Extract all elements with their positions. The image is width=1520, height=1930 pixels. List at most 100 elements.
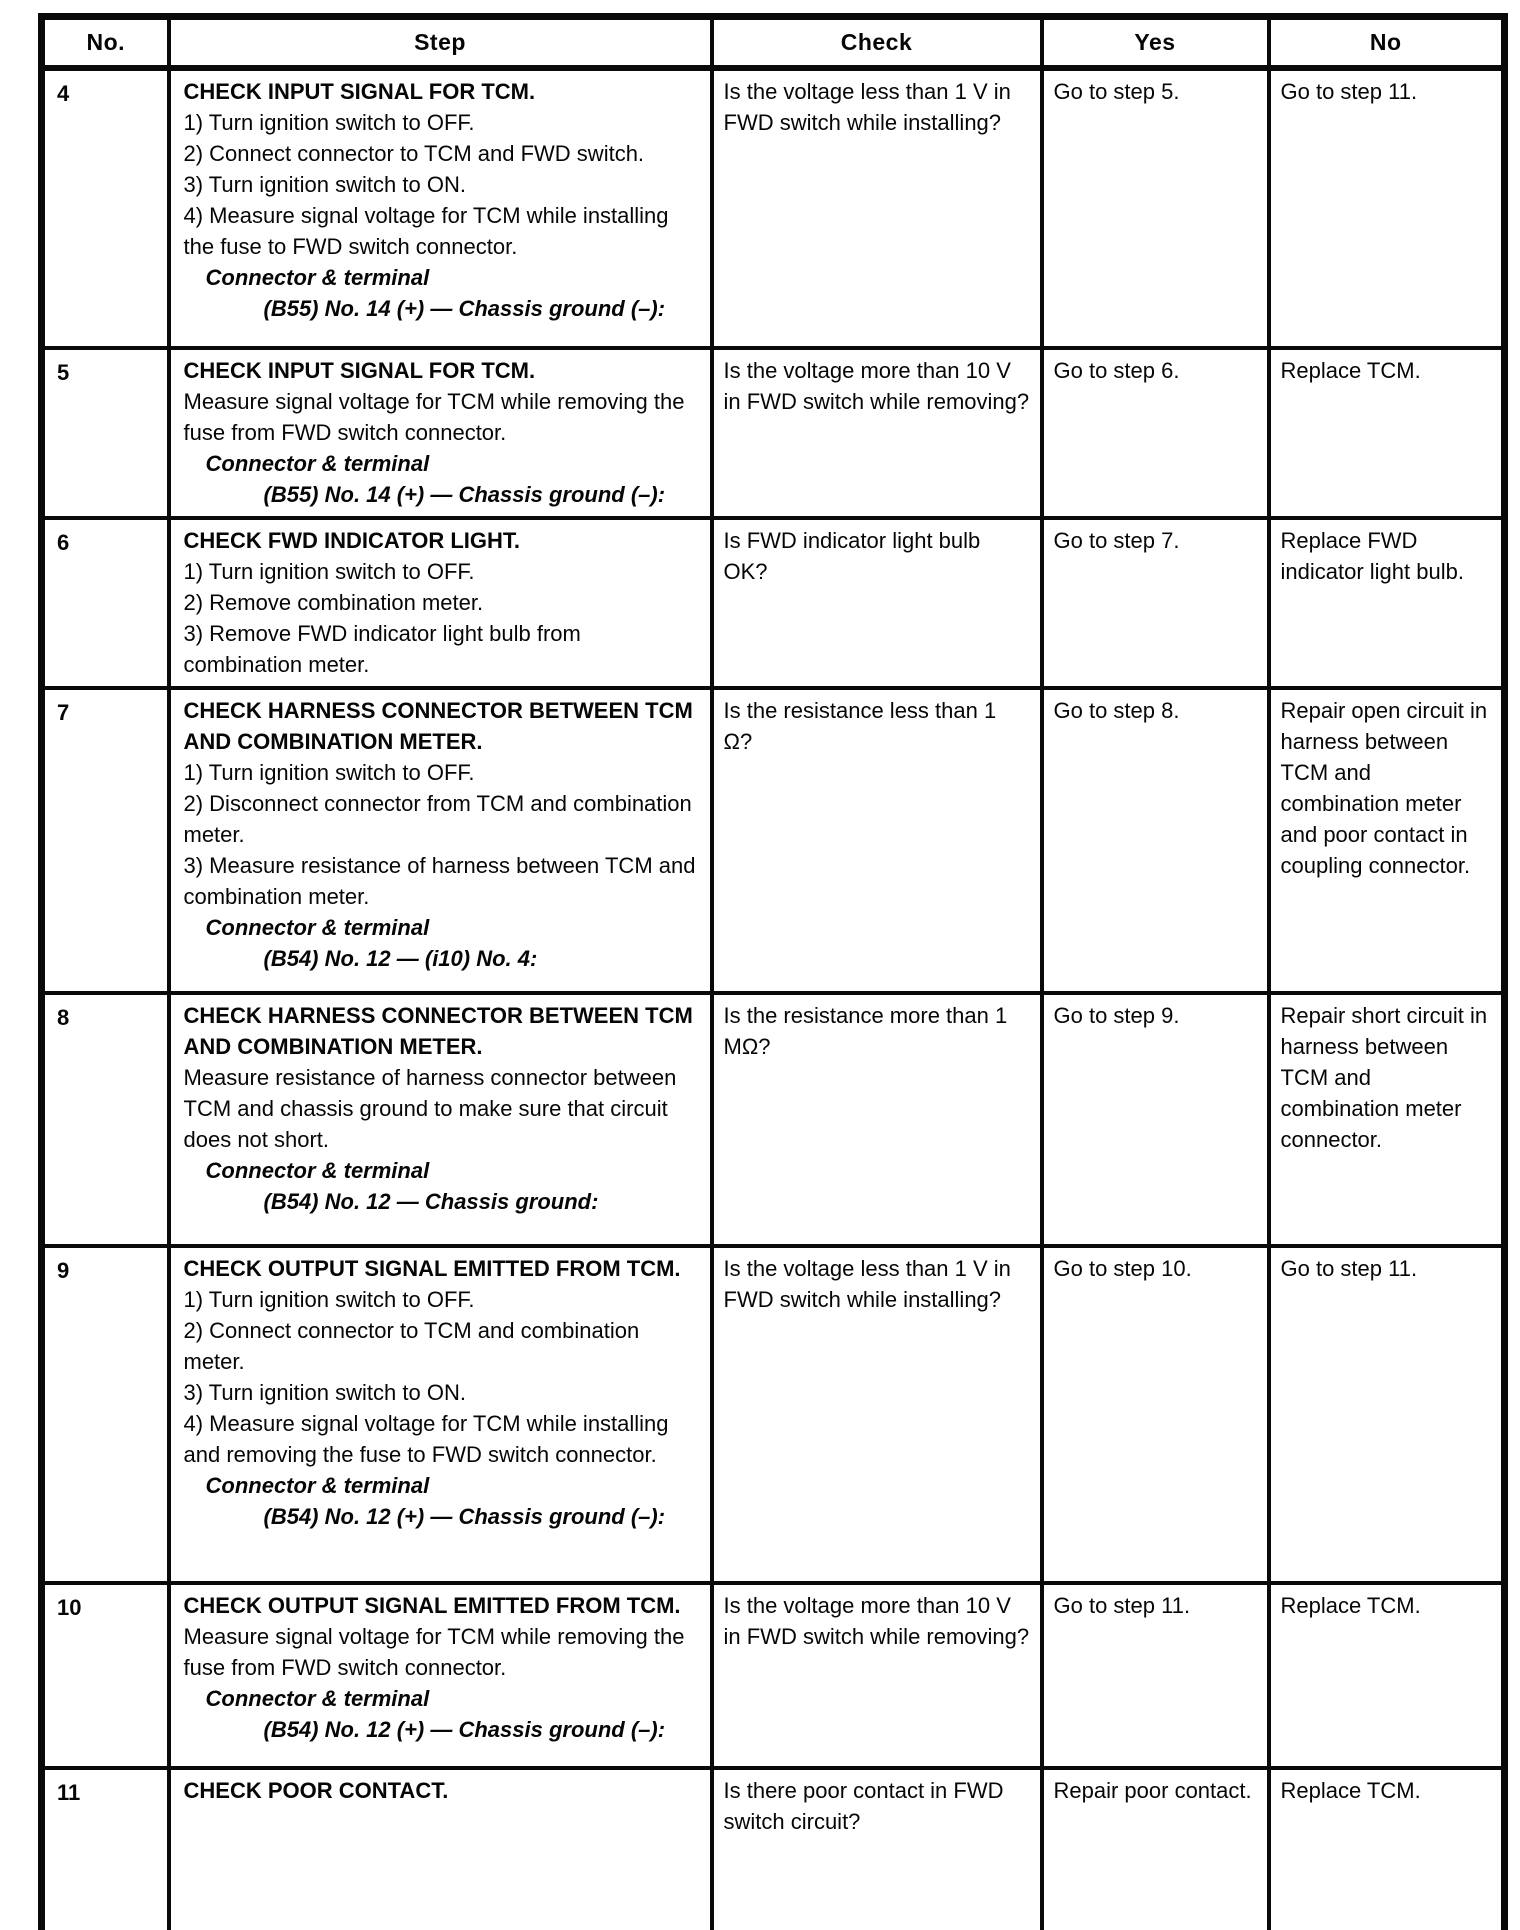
step-body: Measure signal voltage for TCM while rem… [184,386,696,448]
step-body-line: 4) Measure signal voltage for TCM while … [183,203,669,259]
connector-terminal-label: Connector & terminal [205,1158,430,1183]
step-title: CHECK INPUT SIGNAL FOR TCM. [183,358,536,383]
check-cell: Is there poor contact in FWD switch circ… [709,1766,1044,1930]
step-body-line: Measure resistance of harness connector … [183,1065,677,1152]
connector-terminal-label: Connector & terminal [205,915,430,940]
step-body-line: 2) Connect connector to TCM and FWD swit… [183,141,645,166]
check-cell: Is the voltage more than 10 V in FWD swi… [709,346,1044,520]
step-body-line: 3) Turn ignition switch to ON. [183,172,466,197]
step-body-line: 2) Connect connector to TCM and combinat… [183,1318,640,1374]
column-header-step: Step [166,14,714,71]
row-number-cell: 9 [39,1244,171,1585]
row-number-cell: 10 [39,1581,171,1770]
step-body: 1) Turn ignition switch to OFF. 2) Connec… [184,1284,696,1470]
connector-terminal-spec: (B54) No. 12 (+) — Chassis ground (–): [263,1717,666,1742]
connector-block: Connector & terminal (B55) No. 14 (+) — … [184,448,696,510]
yes-cell: Repair poor contact. [1039,1766,1271,1930]
connector-terminal-label: Connector & terminal [205,1473,430,1498]
yes-cell: Go to step 8. [1039,686,1271,995]
check-cell: Is the voltage less than 1 V in FWD swit… [709,66,1044,350]
step-cell: CHECK HARNESS CONNECTOR BETWEEN TCM AND … [166,686,714,995]
table-row: 7 CHECK HARNESS CONNECTOR BETWEEN TCM AN… [39,686,1507,995]
row-number-cell: 6 [39,516,171,690]
step-title: CHECK HARNESS CONNECTOR BETWEEN TCM AND … [183,698,693,754]
diagnostic-table: No. Step Check Yes No 4 CHECK INPUT SIGN… [38,13,1508,1930]
step-cell: CHECK OUTPUT SIGNAL EMITTED FROM TCM. Me… [166,1581,714,1770]
no-cell: Go to step 11. [1266,66,1507,350]
check-cell: Is the voltage more than 10 V in FWD swi… [709,1581,1044,1770]
table-row: 4 CHECK INPUT SIGNAL FOR TCM. 1) Turn ig… [39,66,1507,350]
connector-block: Connector & terminal (B55) No. 14 (+) — … [184,262,696,324]
table-body: 4 CHECK INPUT SIGNAL FOR TCM. 1) Turn ig… [39,66,1507,1930]
table-row: 10 CHECK OUTPUT SIGNAL EMITTED FROM TCM.… [39,1581,1507,1770]
step-body: 1) Turn ignition switch to OFF. 2) Remove… [184,556,696,680]
yes-cell: Go to step 11. [1039,1581,1271,1770]
connector-block: Connector & terminal (B54) No. 12 (+) — … [184,1683,696,1745]
table-row: 9 CHECK OUTPUT SIGNAL EMITTED FROM TCM. … [39,1244,1507,1585]
connector-terminal-spec: (B55) No. 14 (+) — Chassis ground (–): [263,482,666,507]
column-header-no-result: No [1266,14,1507,71]
no-cell: Repair open circuit in harness between T… [1266,686,1507,995]
check-cell: Is the resistance more than 1 MΩ? [709,991,1044,1248]
connector-block: Connector & terminal (B54) No. 12 (+) — … [184,1470,696,1532]
step-body-line: Measure signal voltage for TCM while rem… [183,1624,685,1680]
step-cell: CHECK HARNESS CONNECTOR BETWEEN TCM AND … [166,991,714,1248]
no-cell: Replace TCM. [1266,1581,1507,1770]
no-cell: Replace TCM. [1266,1766,1507,1930]
column-header-check: Check [709,14,1044,71]
step-body: 1) Turn ignition switch to OFF. 2) Discon… [184,757,696,912]
step-body-line: 1) Turn ignition switch to OFF. [183,110,475,135]
yes-cell: Go to step 6. [1039,346,1271,520]
step-body-line: Measure signal voltage for TCM while rem… [183,389,685,445]
step-cell: CHECK OUTPUT SIGNAL EMITTED FROM TCM. 1)… [166,1244,714,1585]
column-header-no: No. [39,14,171,71]
connector-block: Connector & terminal (B54) No. 12 — Chas… [184,1155,696,1217]
no-cell: Replace FWD indicator light bulb. [1266,516,1507,690]
step-body-line: 3) Remove FWD indicator light bulb from … [183,621,581,677]
no-cell: Repair short circuit in harness between … [1266,991,1507,1248]
step-body: Measure signal voltage for TCM while rem… [184,1621,696,1683]
table-row: 5 CHECK INPUT SIGNAL FOR TCM. Measure si… [39,346,1507,520]
connector-terminal-spec: (B54) No. 12 — Chassis ground: [263,1189,599,1214]
connector-terminal-spec: (B54) No. 12 — (i10) No. 4: [263,946,538,971]
step-body-line: 2) Disconnect connector from TCM and com… [183,791,692,847]
step-body: Measure resistance of harness connector … [184,1062,696,1155]
connector-block: Connector & terminal (B54) No. 12 — (i10… [184,912,696,974]
connector-terminal-label: Connector & terminal [205,265,430,290]
step-body-line: 1) Turn ignition switch to OFF. [183,760,475,785]
table-row: 11 CHECK POOR CONTACT. Is there poor con… [39,1766,1507,1930]
step-body-line: 1) Turn ignition switch to OFF. [183,559,475,584]
connector-terminal-label: Connector & terminal [205,1686,430,1711]
step-title: CHECK OUTPUT SIGNAL EMITTED FROM TCM. [183,1593,681,1618]
step-title: CHECK OUTPUT SIGNAL EMITTED FROM TCM. [183,1256,681,1281]
step-body-line: 4) Measure signal voltage for TCM while … [183,1411,669,1467]
yes-cell: Go to step 5. [1039,66,1271,350]
connector-terminal-spec: (B54) No. 12 (+) — Chassis ground (–): [263,1504,666,1529]
row-number-cell: 11 [39,1766,171,1930]
header-row: No. Step Check Yes No [39,14,1507,71]
no-cell: Replace TCM. [1266,346,1507,520]
row-number-cell: 7 [39,686,171,995]
step-body-line: 3) Measure resistance of harness between… [183,853,696,909]
check-cell: Is the voltage less than 1 V in FWD swit… [709,1244,1044,1585]
step-cell: CHECK POOR CONTACT. [166,1766,714,1930]
check-cell: Is the resistance less than 1 Ω? [709,686,1044,995]
yes-cell: Go to step 10. [1039,1244,1271,1585]
row-number-cell: 8 [39,991,171,1248]
step-body: 1) Turn ignition switch to OFF. 2) Connec… [184,107,696,262]
yes-cell: Go to step 9. [1039,991,1271,1248]
step-body-line: 2) Remove combination meter. [183,590,484,615]
step-title: CHECK FWD INDICATOR LIGHT. [183,528,521,553]
yes-cell: Go to step 7. [1039,516,1271,690]
step-body-line: 3) Turn ignition switch to ON. [183,1380,466,1405]
table-row: 8 CHECK HARNESS CONNECTOR BETWEEN TCM AN… [39,991,1507,1248]
step-cell: CHECK FWD INDICATOR LIGHT. 1) Turn ignit… [166,516,714,690]
row-number-cell: 5 [39,346,171,520]
column-header-yes: Yes [1039,14,1271,71]
step-body-line: 1) Turn ignition switch to OFF. [183,1287,475,1312]
connector-terminal-label: Connector & terminal [205,451,430,476]
row-number-cell: 4 [39,66,171,350]
check-cell: Is FWD indicator light bulb OK? [709,516,1044,690]
no-cell: Go to step 11. [1266,1244,1507,1585]
